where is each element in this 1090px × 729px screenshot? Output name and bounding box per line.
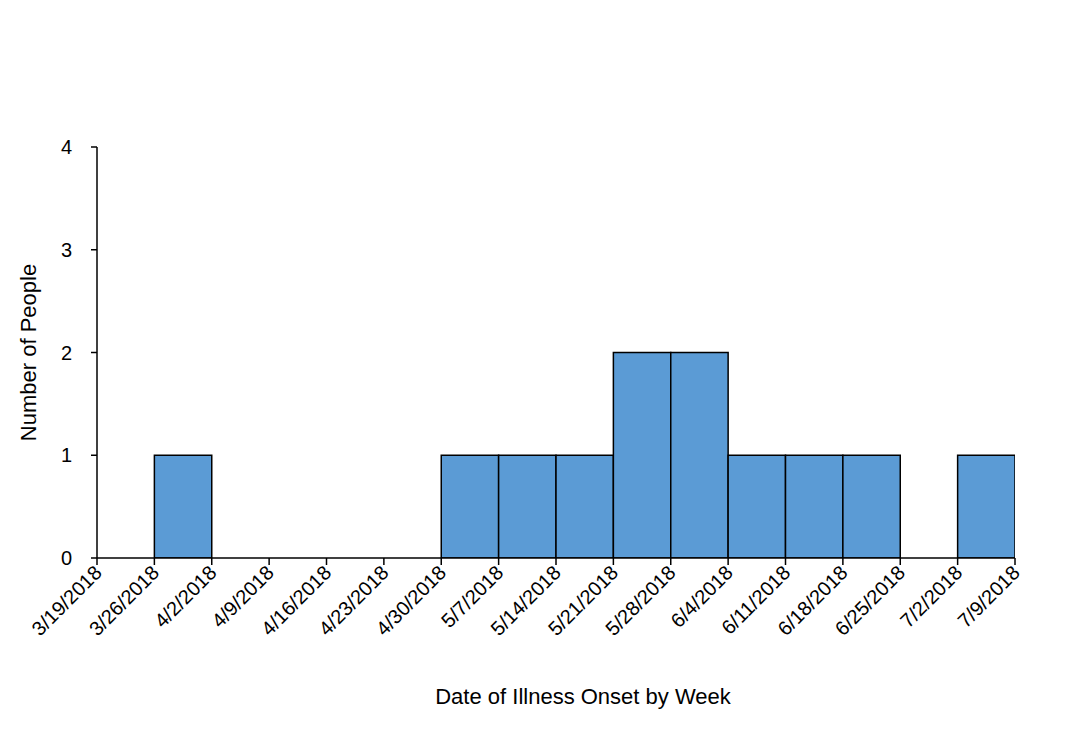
bar [613,353,670,559]
x-tick-label: 7/2/2018 [896,561,967,632]
chart: 012343/19/20183/26/20184/2/20184/9/20184… [0,0,1090,729]
y-tick [91,455,97,457]
bar [154,455,211,558]
y-tick [91,352,97,354]
y-tick-label: 0 [61,547,72,569]
chart-root: 012343/19/20183/26/20184/2/20184/9/20184… [0,0,1090,729]
x-tick [670,558,672,565]
x-tick-label: 4/30/2018 [372,561,450,639]
x-tick [842,558,844,565]
x-tick [900,558,902,565]
bar [671,353,728,559]
bar [786,455,843,558]
y-tick-label: 3 [61,239,72,261]
y-tick [91,146,97,148]
y-axis-title: Number of People [16,264,41,441]
x-tick [268,558,270,565]
x-axis-title: Date of Illness Onset by Week [435,684,732,709]
bar [556,455,613,558]
y-tick [91,249,97,251]
bar [441,455,498,558]
x-tick-label: 4/2/2018 [150,561,221,632]
x-tick [441,558,443,565]
x-tick [383,558,385,565]
bar [728,455,785,558]
x-tick [96,558,98,565]
x-tick-label: 5/28/2018 [601,561,679,639]
x-tick [211,558,213,565]
bar [499,455,556,558]
y-tick-label: 1 [61,444,72,466]
x-tick-label: 6/25/2018 [831,561,909,639]
x-tick-label: 3/26/2018 [85,561,163,639]
y-tick-label: 2 [61,342,72,364]
y-tick [91,557,97,559]
x-tick [326,558,328,565]
x-tick [613,558,615,565]
bars [154,353,1015,559]
y-tick-label: 4 [61,136,72,158]
bar [958,455,1015,558]
x-tick [1014,558,1016,565]
x-tick [785,558,787,565]
x-tick-label: 7/9/2018 [953,561,1024,632]
bar [843,455,900,558]
x-tick [727,558,729,565]
x-tick [957,558,959,565]
x-tick [498,558,500,565]
x-tick [555,558,557,565]
x-tick [154,558,156,565]
